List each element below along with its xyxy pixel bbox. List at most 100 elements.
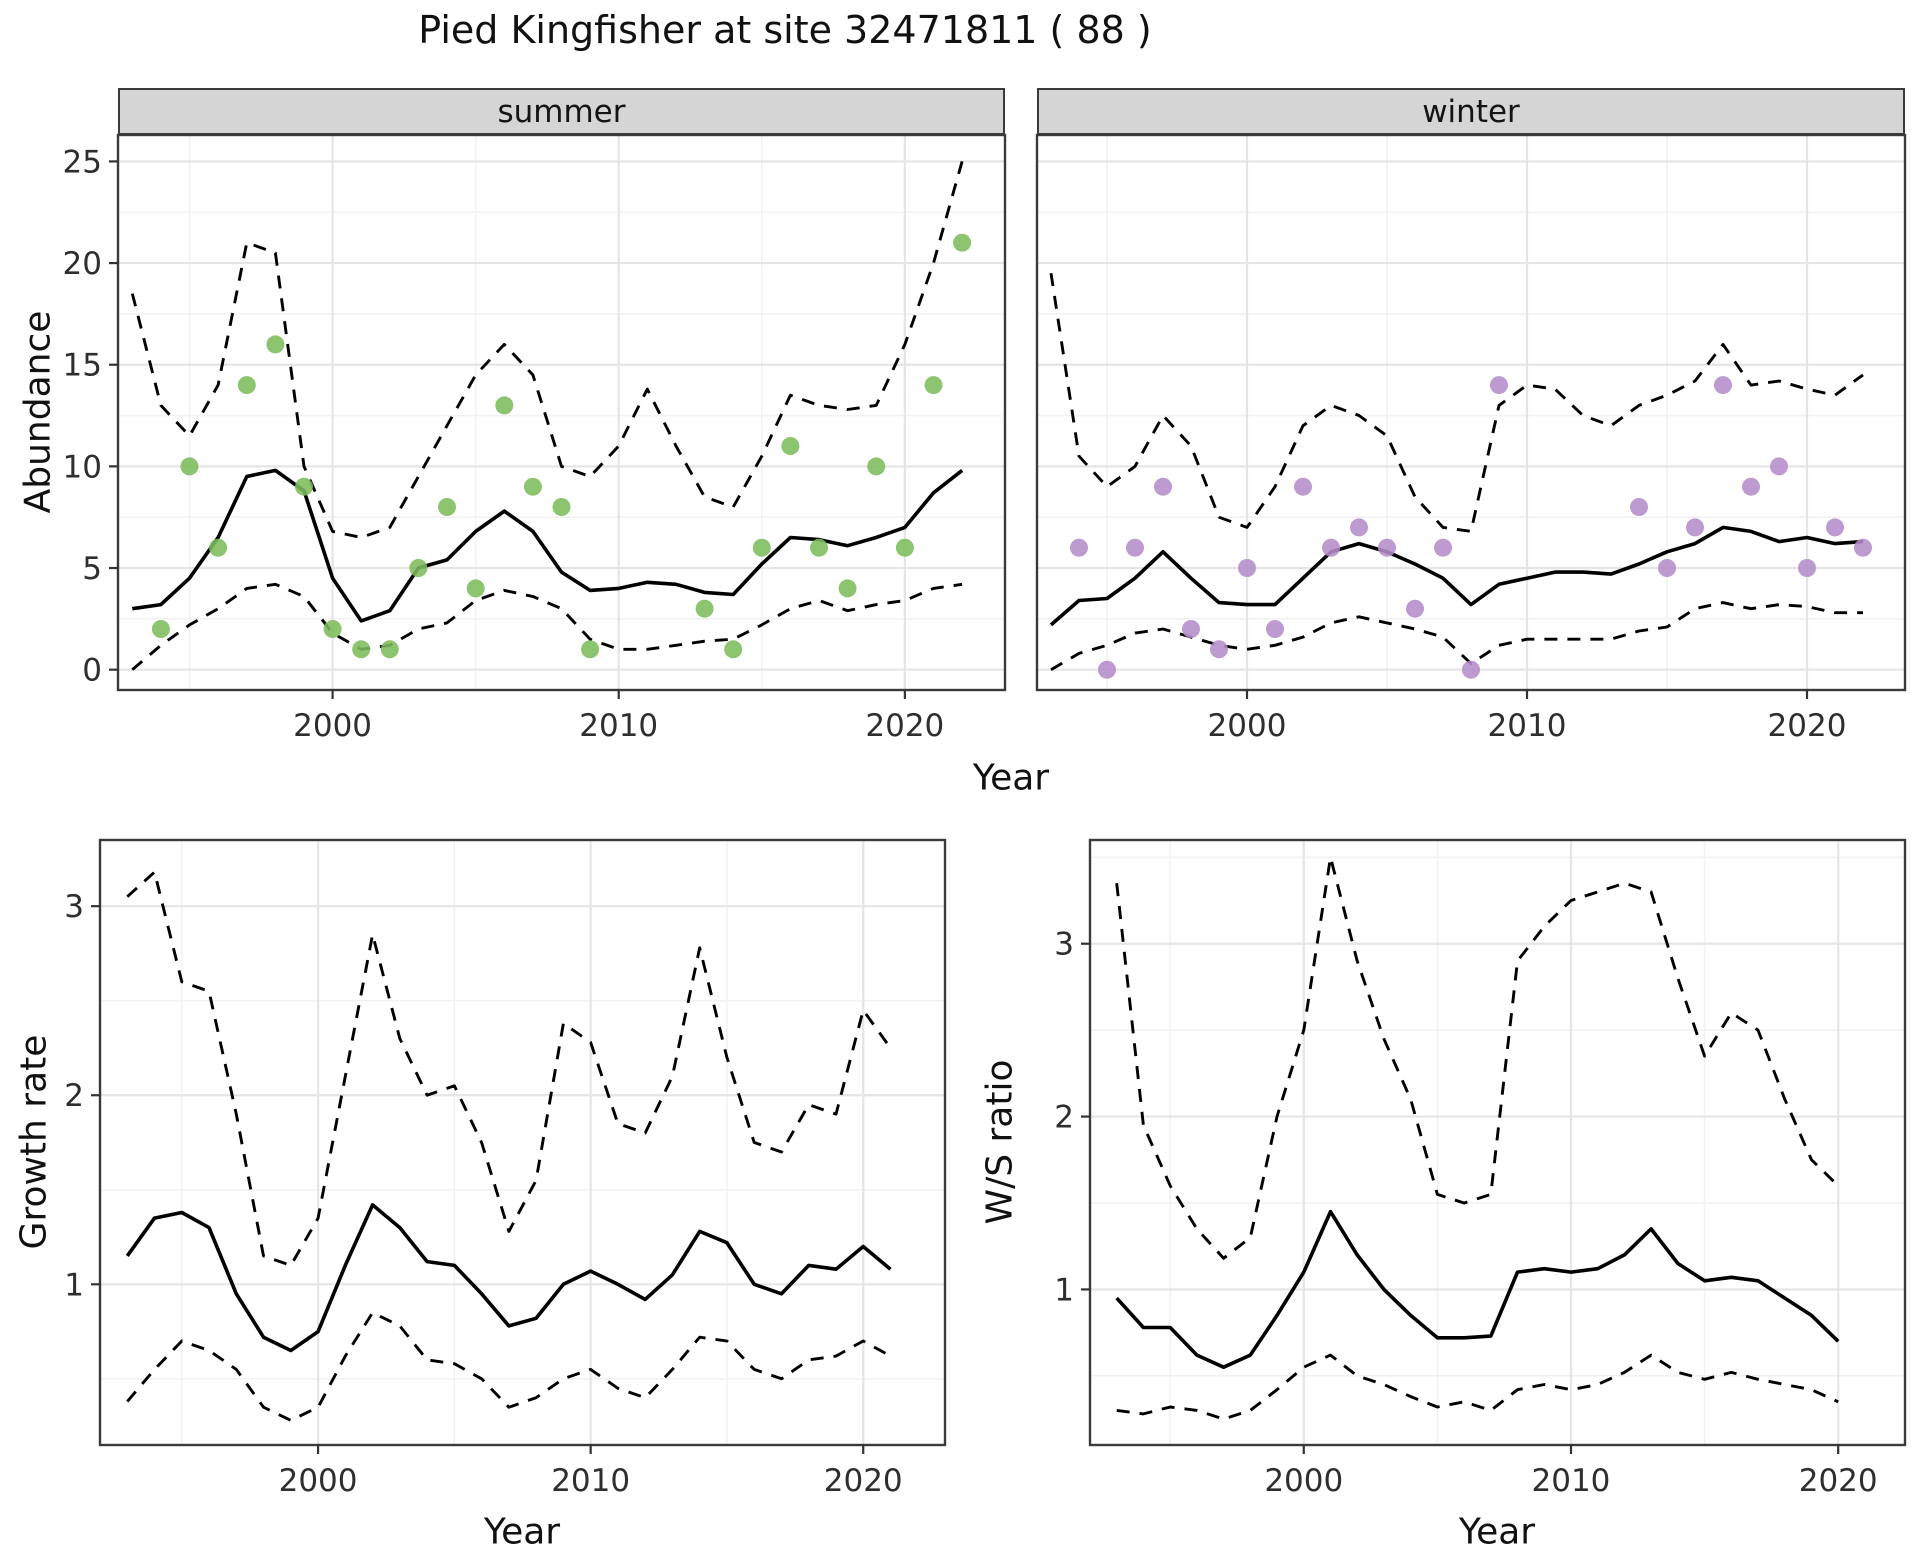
- series-lower_ci: [1116, 1353, 1839, 1421]
- x-tick-label: 2020: [824, 1463, 903, 1499]
- data-point: [1798, 559, 1816, 577]
- ratio-x-axis-title: Year: [1458, 1511, 1536, 1553]
- y-tick-label: 3: [1054, 927, 1074, 963]
- abundance-chart: 2000 2010 2020 0 5 10 15 20 25 2000 2010 2020: [63, 133, 1907, 744]
- x-tick-label: 2020: [865, 708, 944, 744]
- y-tick-label: 5: [82, 551, 102, 587]
- panel-border: [1088, 838, 1907, 1447]
- facet-strip-winter-label: winter: [1422, 93, 1520, 130]
- data-point: [237, 376, 256, 395]
- data-point: [1742, 477, 1760, 496]
- y-tick-label: 2: [1054, 1100, 1074, 1136]
- panel-background: [100, 840, 945, 1445]
- x-tick-label: 2010: [1532, 1463, 1611, 1499]
- winter-panel: 2000 2010 2020: [1035, 133, 1907, 744]
- data-point: [953, 233, 972, 252]
- data-point: [1826, 518, 1844, 537]
- y-tick-label: 1: [1054, 1272, 1074, 1308]
- data-point: [1266, 620, 1284, 638]
- data-point: [1462, 660, 1480, 679]
- abundance-x-axis-title: Year: [972, 757, 1050, 799]
- series-lower_ci: [131, 582, 963, 671]
- x-tick-label: 2000: [279, 1463, 358, 1499]
- data-point: [1490, 376, 1508, 395]
- x-tick-label: 2020: [1799, 1463, 1878, 1499]
- data-point: [752, 538, 771, 557]
- y-tick-label: 1: [64, 1267, 84, 1303]
- panel-background: [118, 135, 1005, 690]
- panel-border: [1035, 133, 1907, 692]
- data-point: [724, 640, 743, 659]
- data-point: [1854, 538, 1872, 557]
- data-point: [1238, 559, 1256, 577]
- data-point: [781, 437, 800, 455]
- data-point: [1378, 538, 1396, 557]
- ratio-panel: 2000 2010 2020 1 2 3: [1054, 838, 1907, 1499]
- data-point: [1098, 660, 1116, 679]
- summer-panel: 2000 2010 2020 0 5 10 15 20 25: [63, 133, 1007, 744]
- growth-x-axis-title: Year: [483, 1511, 561, 1553]
- data-point: [552, 498, 571, 516]
- x-tick-label: 2020: [1768, 708, 1847, 744]
- y-tick-label: 10: [63, 449, 102, 485]
- data-point: [1210, 640, 1228, 659]
- data-point: [1658, 559, 1676, 577]
- series-upper_ci: [130, 161, 964, 539]
- y-tick-label: 3: [64, 889, 84, 925]
- growth-rate-chart: 2000 2010 2020 1 2 3: [64, 838, 947, 1499]
- series-upper_ci: [126, 870, 892, 1267]
- data-point: [1070, 538, 1088, 557]
- x-tick-label: 2010: [551, 1463, 630, 1499]
- x-tick-label: 2010: [1488, 708, 1567, 744]
- y-tick-label: 25: [63, 144, 102, 180]
- data-point: [1630, 498, 1648, 516]
- series-fit: [1049, 525, 1864, 627]
- data-point: [323, 620, 342, 638]
- x-tick-label: 2010: [579, 708, 658, 744]
- x-tick-label: 2000: [293, 708, 372, 744]
- series-upper_ci: [1049, 272, 1864, 533]
- data-point: [438, 498, 456, 516]
- figure-title: Pied Kingfisher at site 32471811 ( 88 ): [418, 8, 1152, 52]
- data-point: [867, 457, 886, 476]
- facet-strip-summer: summer: [118, 88, 1005, 135]
- data-point: [581, 640, 600, 659]
- series-fit: [125, 1203, 892, 1353]
- y-tick-label: 15: [63, 348, 102, 384]
- data-point: [1126, 538, 1144, 557]
- data-point: [523, 477, 542, 496]
- data-point: [924, 376, 943, 395]
- data-point: [1406, 599, 1424, 618]
- panel-background: [1037, 135, 1905, 690]
- data-point: [1350, 518, 1368, 537]
- summer-panel-points: [151, 233, 972, 659]
- data-point: [810, 538, 828, 557]
- panel-border: [98, 838, 947, 1447]
- data-point: [180, 457, 199, 476]
- data-point: [1182, 620, 1200, 638]
- data-point: [1154, 477, 1172, 496]
- data-point: [409, 559, 428, 577]
- data-point: [895, 538, 914, 557]
- facet-strip-summer-label: summer: [497, 93, 626, 130]
- data-point: [295, 477, 313, 496]
- data-point: [1294, 477, 1312, 496]
- data-point: [1686, 518, 1704, 537]
- data-point: [1322, 538, 1340, 557]
- data-point: [495, 396, 514, 415]
- series-fit: [1115, 1209, 1840, 1369]
- y-tick-label: 20: [63, 246, 102, 282]
- data-point: [695, 599, 714, 618]
- x-tick-label: 2000: [1264, 1463, 1343, 1499]
- data-point: [352, 640, 371, 659]
- series-upper_ci: [1115, 855, 1840, 1260]
- data-point: [1434, 538, 1452, 557]
- growth-panel: 2000 2010 2020 1 2 3: [64, 838, 947, 1499]
- data-point: [838, 579, 857, 598]
- data-point: [466, 579, 485, 598]
- panel-border: [116, 133, 1007, 692]
- ws-ratio-chart: 2000 2010 2020 1 2 3: [1054, 838, 1907, 1499]
- y-tick-label: 2: [64, 1078, 84, 1114]
- winter-panel-points: [1070, 376, 1872, 679]
